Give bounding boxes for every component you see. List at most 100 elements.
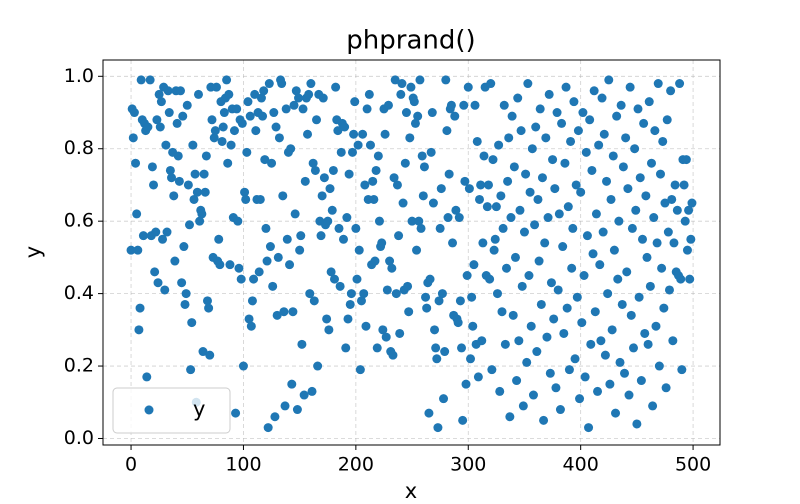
point bbox=[596, 336, 606, 346]
point bbox=[451, 205, 461, 215]
point bbox=[353, 140, 363, 150]
point bbox=[483, 180, 493, 190]
point bbox=[296, 231, 306, 241]
point bbox=[287, 379, 297, 389]
point bbox=[670, 180, 680, 190]
point bbox=[494, 140, 504, 150]
point bbox=[636, 376, 646, 386]
point bbox=[260, 155, 270, 165]
point bbox=[428, 198, 438, 208]
point bbox=[335, 281, 345, 291]
point bbox=[198, 347, 208, 357]
point bbox=[184, 220, 194, 230]
point bbox=[245, 111, 255, 121]
point bbox=[579, 270, 589, 280]
point bbox=[462, 270, 472, 280]
point bbox=[490, 234, 500, 244]
point bbox=[440, 347, 450, 357]
point bbox=[549, 314, 559, 324]
point bbox=[258, 111, 268, 121]
point bbox=[330, 274, 340, 284]
point bbox=[581, 147, 591, 157]
point bbox=[417, 151, 427, 161]
point bbox=[418, 191, 428, 201]
point bbox=[251, 126, 261, 136]
point bbox=[617, 299, 627, 309]
point bbox=[401, 108, 411, 118]
point bbox=[236, 274, 246, 284]
point bbox=[294, 93, 304, 103]
point bbox=[618, 162, 628, 172]
point bbox=[304, 89, 314, 99]
point bbox=[466, 354, 476, 364]
point bbox=[537, 173, 547, 183]
y-tick-label: 0.2 bbox=[64, 355, 94, 377]
point bbox=[635, 173, 645, 183]
point bbox=[369, 194, 379, 204]
point bbox=[586, 339, 596, 349]
point bbox=[319, 173, 329, 183]
point bbox=[559, 328, 569, 338]
point bbox=[387, 263, 397, 273]
point bbox=[350, 97, 360, 107]
point bbox=[630, 144, 640, 154]
point bbox=[219, 108, 229, 118]
point bbox=[135, 303, 145, 313]
point bbox=[395, 328, 405, 338]
point bbox=[430, 325, 440, 335]
point bbox=[663, 227, 673, 237]
point bbox=[407, 216, 417, 226]
point bbox=[425, 274, 435, 284]
point bbox=[585, 115, 595, 125]
point bbox=[165, 165, 175, 175]
point bbox=[611, 408, 621, 418]
point bbox=[427, 108, 437, 118]
point bbox=[416, 223, 426, 233]
point bbox=[162, 227, 172, 237]
point bbox=[263, 423, 273, 433]
point bbox=[390, 75, 400, 85]
point bbox=[536, 299, 546, 309]
point bbox=[467, 292, 477, 302]
point bbox=[624, 390, 634, 400]
point bbox=[280, 401, 290, 411]
point bbox=[326, 267, 336, 277]
point bbox=[133, 245, 143, 255]
point bbox=[382, 285, 392, 295]
point bbox=[160, 285, 170, 295]
point bbox=[522, 357, 532, 367]
point bbox=[615, 357, 625, 367]
point bbox=[650, 126, 660, 136]
point bbox=[687, 198, 697, 208]
point bbox=[517, 281, 527, 291]
point bbox=[274, 133, 284, 143]
point bbox=[612, 111, 622, 121]
point bbox=[204, 303, 214, 313]
point bbox=[324, 325, 334, 335]
point bbox=[469, 260, 479, 270]
point bbox=[680, 216, 690, 226]
point bbox=[509, 162, 519, 172]
point bbox=[271, 122, 281, 132]
point bbox=[632, 419, 642, 429]
point bbox=[262, 256, 272, 266]
point bbox=[546, 278, 556, 288]
point bbox=[202, 296, 212, 306]
point bbox=[479, 151, 489, 161]
point bbox=[571, 180, 581, 190]
point bbox=[249, 274, 259, 284]
point bbox=[279, 307, 289, 317]
point bbox=[482, 202, 492, 212]
point bbox=[443, 213, 453, 223]
point bbox=[241, 194, 251, 204]
point bbox=[582, 231, 592, 241]
point bbox=[463, 82, 473, 92]
point bbox=[364, 89, 374, 99]
point bbox=[554, 209, 564, 219]
point bbox=[365, 140, 375, 150]
point bbox=[244, 314, 254, 324]
point bbox=[201, 151, 211, 161]
point bbox=[373, 151, 383, 161]
point bbox=[531, 122, 541, 132]
point bbox=[597, 93, 607, 103]
